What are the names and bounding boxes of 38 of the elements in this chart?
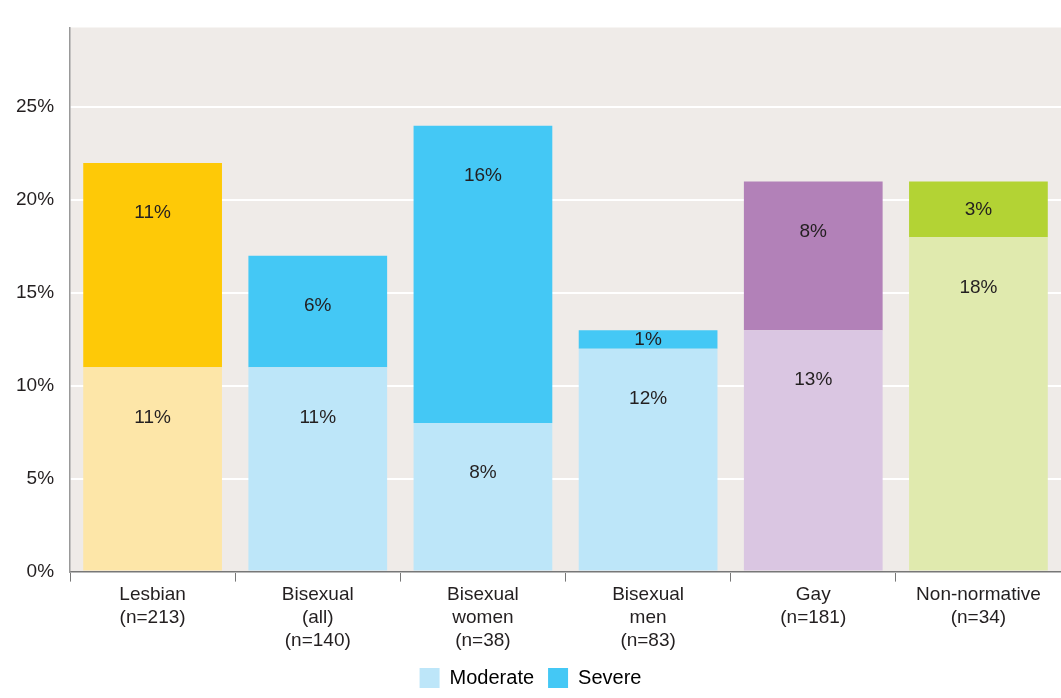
- data-label: 16%: [463, 164, 503, 186]
- bar: [83, 162, 222, 368]
- data-label: 12%: [629, 386, 668, 408]
- bar: [909, 181, 1048, 238]
- data-label: 6%: [304, 294, 332, 316]
- bar: [909, 237, 1048, 571]
- x-tick-label: Non-normative (n=34): [916, 583, 1041, 628]
- data-label: 3%: [964, 197, 993, 219]
- bar: [413, 423, 553, 571]
- data-label: 8%: [799, 219, 828, 241]
- data-label: 13%: [794, 368, 833, 390]
- y-tick-label: 5%: [26, 466, 55, 488]
- x-tick-label: Gay (n=181): [780, 583, 847, 628]
- data-label: 11%: [299, 405, 337, 427]
- data-label: 11%: [134, 201, 172, 223]
- bar: [578, 330, 718, 349]
- bar: [743, 330, 883, 571]
- data-label: 11%: [134, 405, 172, 427]
- bar: [248, 367, 388, 571]
- data-label: 1%: [634, 327, 662, 349]
- bar: [83, 367, 222, 571]
- x-tick-label: Lesbian (n=213): [119, 583, 186, 628]
- y-tick-label: 15%: [16, 281, 55, 303]
- bar: [743, 181, 883, 331]
- bar: [578, 348, 718, 571]
- y-tick-label: 10%: [16, 374, 55, 396]
- data-label: 8%: [469, 461, 497, 483]
- legend-label: Moderate: [449, 665, 535, 688]
- x-tick-label: Bisexual (all) (n=140): [281, 583, 354, 650]
- x-tick-label: Bisexual women (n=38): [447, 583, 519, 650]
- y-tick-label: 20%: [16, 188, 55, 210]
- legend-label: Severe: [578, 665, 642, 688]
- bar: [248, 255, 388, 368]
- y-tick-label: 25%: [16, 95, 55, 117]
- data-label: 18%: [959, 275, 998, 297]
- bar: [413, 125, 553, 424]
- y-tick-label: 0%: [26, 559, 55, 581]
- x-tick-label: Bisexual men (n=83): [612, 583, 685, 650]
